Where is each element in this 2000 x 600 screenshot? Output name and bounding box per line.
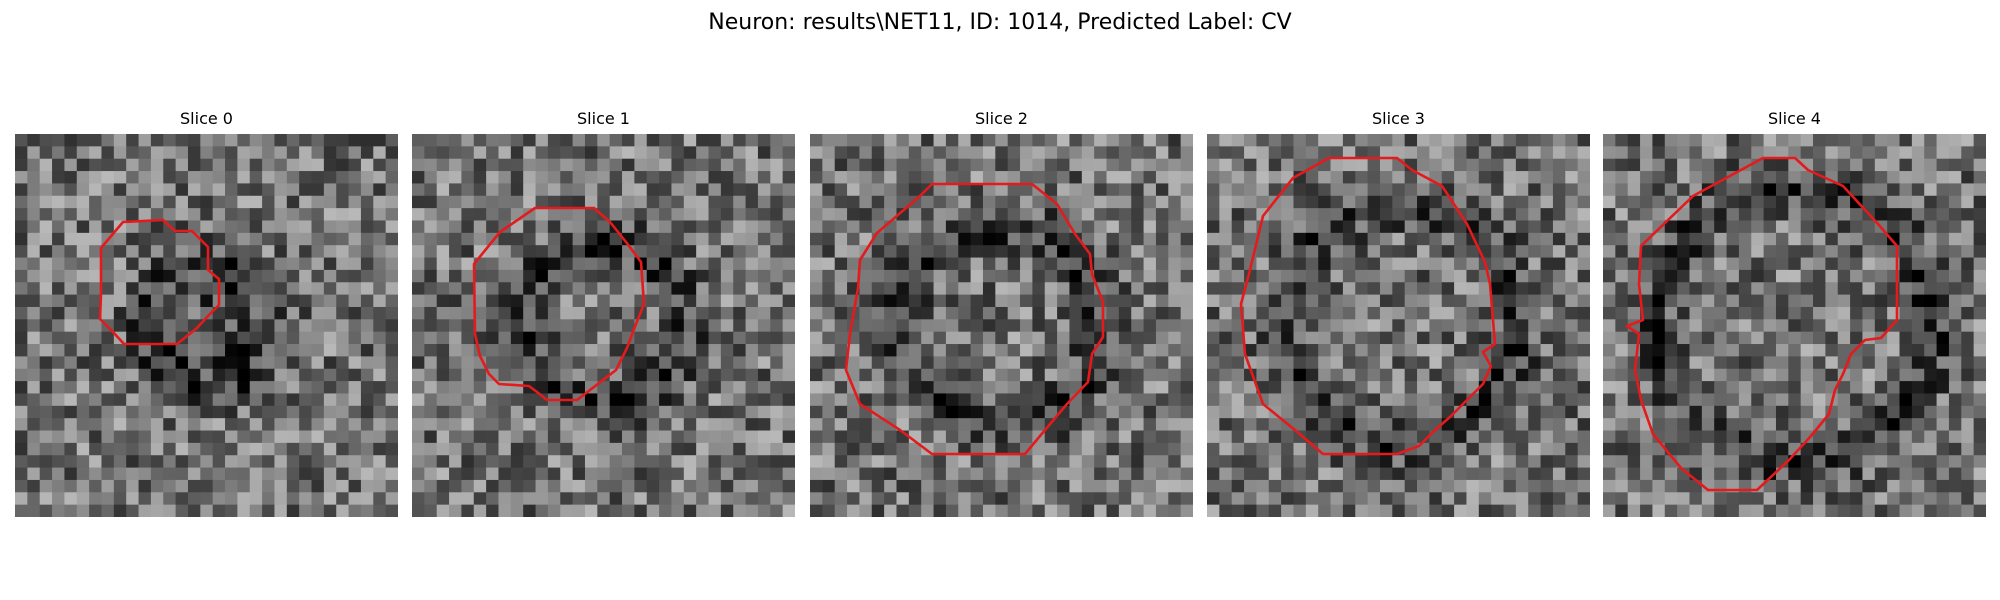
roi-contour bbox=[472, 206, 646, 402]
slice-image-0 bbox=[15, 134, 398, 517]
figure-title: Neuron: results\NET11, ID: 1014, Predict… bbox=[708, 10, 1292, 35]
slice-panel-2: Slice 2 bbox=[810, 108, 1193, 518]
slice-panel-4: Slice 4 bbox=[1603, 108, 1986, 518]
roi-contour bbox=[98, 218, 221, 346]
slice-image-3 bbox=[1207, 134, 1590, 517]
slice-panel-0: Slice 0 bbox=[15, 108, 398, 518]
slice-image-1 bbox=[412, 134, 795, 517]
slice-image-4 bbox=[1603, 134, 1986, 517]
slice-title: Slice 4 bbox=[1768, 109, 1821, 128]
roi-contour bbox=[844, 182, 1105, 456]
slice-panel-3: Slice 3 bbox=[1207, 108, 1590, 518]
slice-image-2 bbox=[810, 134, 1193, 517]
roi-contour bbox=[1625, 156, 1899, 492]
slice-title: Slice 0 bbox=[180, 109, 233, 128]
slice-panel-1: Slice 1 bbox=[412, 108, 795, 518]
slice-title: Slice 1 bbox=[577, 109, 630, 128]
roi-contour bbox=[1239, 156, 1497, 456]
slice-title: Slice 3 bbox=[1372, 109, 1425, 128]
slice-title: Slice 2 bbox=[975, 109, 1028, 128]
